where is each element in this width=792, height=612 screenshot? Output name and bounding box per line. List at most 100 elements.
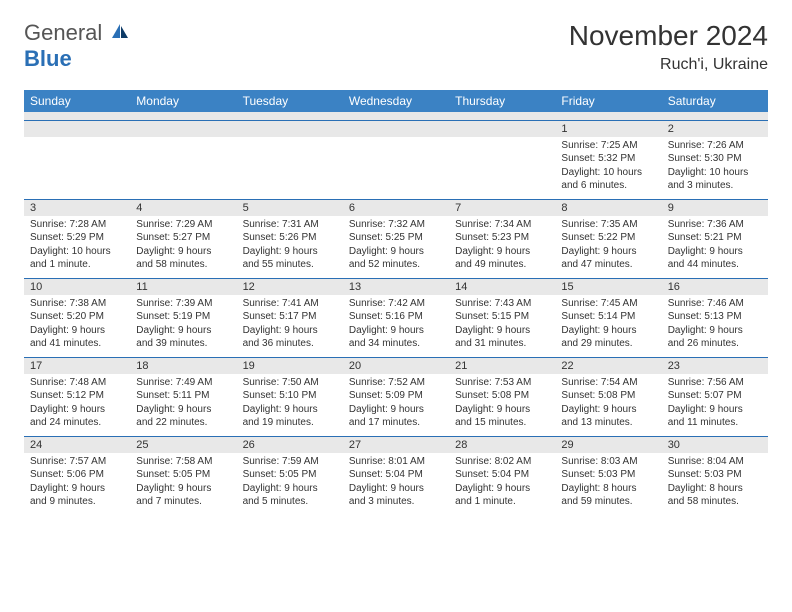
sunset-text: Sunset: 5:25 PM <box>349 231 443 245</box>
day-number: 1 <box>555 120 661 137</box>
day-cell: Sunrise: 7:57 AMSunset: 5:06 PMDaylight:… <box>24 453 130 515</box>
sunset-text: Sunset: 5:17 PM <box>243 310 337 324</box>
daylight-text: Daylight: 10 hours and 3 minutes. <box>668 166 762 193</box>
sunrise-text: Sunrise: 7:28 AM <box>30 218 124 232</box>
daylight-text: Daylight: 9 hours and 26 minutes. <box>668 324 762 351</box>
empty-day-number <box>24 120 130 137</box>
day-header-friday: Friday <box>555 90 661 112</box>
day-number: 5 <box>237 199 343 216</box>
sunset-text: Sunset: 5:07 PM <box>668 389 762 403</box>
sunrise-text: Sunrise: 7:41 AM <box>243 297 337 311</box>
sunset-text: Sunset: 5:15 PM <box>455 310 549 324</box>
day-cell: Sunrise: 8:02 AMSunset: 5:04 PMDaylight:… <box>449 453 555 515</box>
sunset-text: Sunset: 5:05 PM <box>136 468 230 482</box>
sunset-text: Sunset: 5:19 PM <box>136 310 230 324</box>
day-cell: Sunrise: 7:38 AMSunset: 5:20 PMDaylight:… <box>24 295 130 358</box>
day-cell: Sunrise: 8:04 AMSunset: 5:03 PMDaylight:… <box>662 453 768 515</box>
daylight-text: Daylight: 9 hours and 5 minutes. <box>243 482 337 509</box>
sunrise-text: Sunrise: 7:39 AM <box>136 297 230 311</box>
day-number: 13 <box>343 278 449 295</box>
sunset-text: Sunset: 5:03 PM <box>561 468 655 482</box>
daylight-text: Daylight: 9 hours and 19 minutes. <box>243 403 337 430</box>
day-number: 16 <box>662 278 768 295</box>
sunrise-text: Sunrise: 7:38 AM <box>30 297 124 311</box>
daylight-text: Daylight: 9 hours and 29 minutes. <box>561 324 655 351</box>
sunrise-text: Sunrise: 7:34 AM <box>455 218 549 232</box>
day-header-monday: Monday <box>130 90 236 112</box>
sunset-text: Sunset: 5:16 PM <box>349 310 443 324</box>
day-number: 23 <box>662 357 768 374</box>
day-number: 18 <box>130 357 236 374</box>
day-number: 22 <box>555 357 661 374</box>
sunset-text: Sunset: 5:21 PM <box>668 231 762 245</box>
day-number: 27 <box>343 436 449 453</box>
day-number: 15 <box>555 278 661 295</box>
day-header-wednesday: Wednesday <box>343 90 449 112</box>
week-2-body: Sunrise: 7:38 AMSunset: 5:20 PMDaylight:… <box>24 295 768 358</box>
sunset-text: Sunset: 5:11 PM <box>136 389 230 403</box>
day-number: 21 <box>449 357 555 374</box>
sunrise-text: Sunrise: 7:42 AM <box>349 297 443 311</box>
empty-day-cell <box>343 137 449 200</box>
week-4-body: Sunrise: 7:57 AMSunset: 5:06 PMDaylight:… <box>24 453 768 515</box>
day-number: 3 <box>24 199 130 216</box>
day-number: 6 <box>343 199 449 216</box>
day-number: 14 <box>449 278 555 295</box>
day-cell: Sunrise: 7:56 AMSunset: 5:07 PMDaylight:… <box>662 374 768 437</box>
day-number: 26 <box>237 436 343 453</box>
day-cell: Sunrise: 7:50 AMSunset: 5:10 PMDaylight:… <box>237 374 343 437</box>
daylight-text: Daylight: 9 hours and 7 minutes. <box>136 482 230 509</box>
logo-text-blue: Blue <box>24 46 72 71</box>
sunrise-text: Sunrise: 7:43 AM <box>455 297 549 311</box>
daylight-text: Daylight: 9 hours and 3 minutes. <box>349 482 443 509</box>
day-cell: Sunrise: 7:45 AMSunset: 5:14 PMDaylight:… <box>555 295 661 358</box>
sunset-text: Sunset: 5:10 PM <box>243 389 337 403</box>
daylight-text: Daylight: 10 hours and 6 minutes. <box>561 166 655 193</box>
day-cell: Sunrise: 8:03 AMSunset: 5:03 PMDaylight:… <box>555 453 661 515</box>
empty-day-number <box>130 120 236 137</box>
daylight-text: Daylight: 9 hours and 44 minutes. <box>668 245 762 272</box>
sunset-text: Sunset: 5:22 PM <box>561 231 655 245</box>
sunset-text: Sunset: 5:08 PM <box>561 389 655 403</box>
day-header-thursday: Thursday <box>449 90 555 112</box>
sunset-text: Sunset: 5:09 PM <box>349 389 443 403</box>
sunrise-text: Sunrise: 7:59 AM <box>243 455 337 469</box>
day-number: 8 <box>555 199 661 216</box>
day-header-saturday: Saturday <box>662 90 768 112</box>
daylight-text: Daylight: 9 hours and 41 minutes. <box>30 324 124 351</box>
day-cell: Sunrise: 8:01 AMSunset: 5:04 PMDaylight:… <box>343 453 449 515</box>
sunset-text: Sunset: 5:12 PM <box>30 389 124 403</box>
sunrise-text: Sunrise: 7:57 AM <box>30 455 124 469</box>
day-cell: Sunrise: 7:49 AMSunset: 5:11 PMDaylight:… <box>130 374 236 437</box>
week-3-numbers: 17181920212223 <box>24 357 768 374</box>
sunset-text: Sunset: 5:08 PM <box>455 389 549 403</box>
empty-day-number <box>237 120 343 137</box>
sunrise-text: Sunrise: 7:35 AM <box>561 218 655 232</box>
daylight-text: Daylight: 9 hours and 49 minutes. <box>455 245 549 272</box>
empty-day-cell <box>24 137 130 200</box>
day-header-tuesday: Tuesday <box>237 90 343 112</box>
day-cell: Sunrise: 7:54 AMSunset: 5:08 PMDaylight:… <box>555 374 661 437</box>
daylight-text: Daylight: 9 hours and 55 minutes. <box>243 245 337 272</box>
location: Ruch'i, Ukraine <box>569 56 768 74</box>
sunrise-text: Sunrise: 7:46 AM <box>668 297 762 311</box>
sunrise-text: Sunrise: 7:29 AM <box>136 218 230 232</box>
daylight-text: Daylight: 9 hours and 58 minutes. <box>136 245 230 272</box>
daylight-text: Daylight: 9 hours and 36 minutes. <box>243 324 337 351</box>
sunset-text: Sunset: 5:04 PM <box>455 468 549 482</box>
week-0-numbers: 12 <box>24 120 768 137</box>
sunrise-text: Sunrise: 7:53 AM <box>455 376 549 390</box>
day-cell: Sunrise: 7:58 AMSunset: 5:05 PMDaylight:… <box>130 453 236 515</box>
day-cell: Sunrise: 7:28 AMSunset: 5:29 PMDaylight:… <box>24 216 130 279</box>
sunset-text: Sunset: 5:23 PM <box>455 231 549 245</box>
daylight-text: Daylight: 9 hours and 34 minutes. <box>349 324 443 351</box>
day-number: 12 <box>237 278 343 295</box>
empty-day-cell <box>130 137 236 200</box>
daylight-text: Daylight: 9 hours and 22 minutes. <box>136 403 230 430</box>
daylight-text: Daylight: 9 hours and 17 minutes. <box>349 403 443 430</box>
day-number: 17 <box>24 357 130 374</box>
daylight-text: Daylight: 9 hours and 11 minutes. <box>668 403 762 430</box>
sunrise-text: Sunrise: 7:50 AM <box>243 376 337 390</box>
sunrise-text: Sunrise: 7:25 AM <box>561 139 655 153</box>
week-1-body: Sunrise: 7:28 AMSunset: 5:29 PMDaylight:… <box>24 216 768 279</box>
